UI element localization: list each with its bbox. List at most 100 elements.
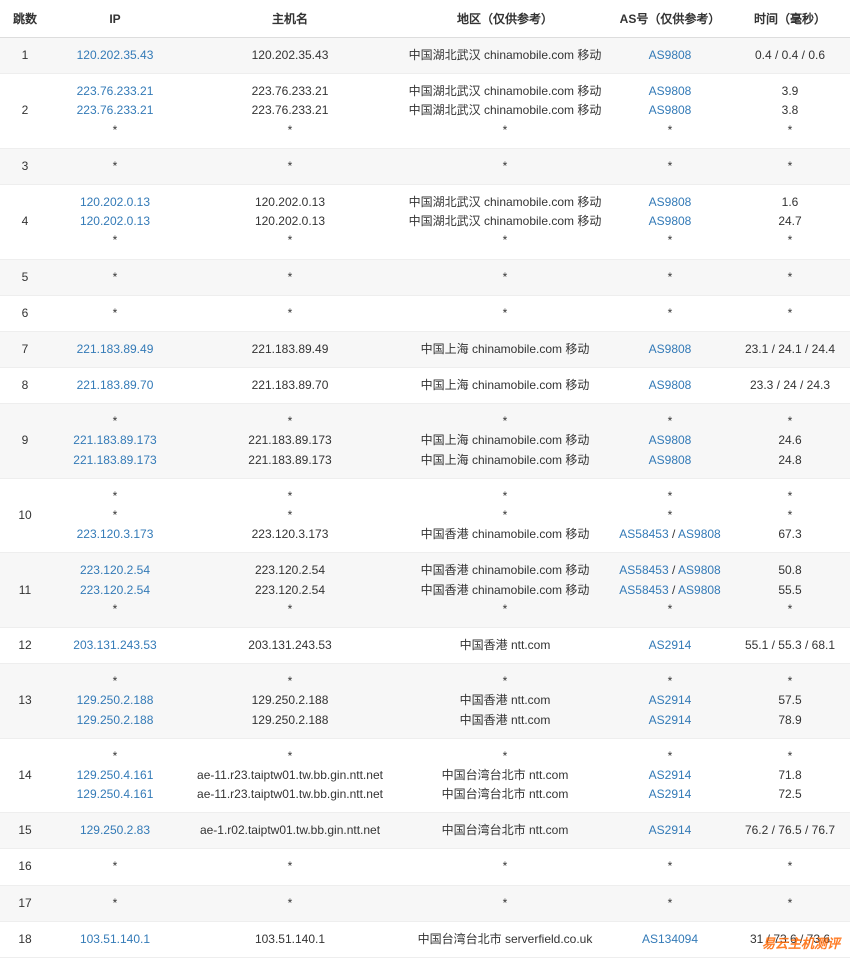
- as-link[interactable]: AS2914: [649, 823, 692, 837]
- host-text: ae-1.r02.taiptw01.tw.bb.gin.ntt.net: [200, 823, 380, 837]
- table-row: 11223.120.2.54223.120.2.54*223.120.2.542…: [0, 553, 850, 628]
- hop-cell: 15: [0, 813, 50, 849]
- ip-link[interactable]: 120.202.0.13: [80, 214, 150, 228]
- host-text: 120.202.0.13: [255, 195, 325, 209]
- as-text: *: [668, 414, 673, 428]
- as-cell: * AS9808 AS9808: [610, 404, 730, 479]
- as-link[interactable]: AS9808: [678, 527, 721, 541]
- as-link[interactable]: AS9808: [649, 453, 692, 467]
- as-cell: AS9808AS9808*: [610, 74, 730, 149]
- ip-link[interactable]: 223.120.3.173: [77, 527, 154, 541]
- as-link[interactable]: AS58453: [619, 583, 668, 597]
- host-cell: 223.120.2.54223.120.2.54*: [180, 553, 400, 628]
- as-link[interactable]: AS9808: [649, 84, 692, 98]
- header-region: 地区（仅供参考）: [400, 0, 610, 38]
- time-text: *: [788, 306, 793, 320]
- table-row: 1120.202.35.43120.202.35.43中国湖北武汉 chinam…: [0, 38, 850, 74]
- ip-link[interactable]: 129.250.2.83: [80, 823, 150, 837]
- host-cell: *: [180, 295, 400, 331]
- ip-link[interactable]: 203.131.243.53: [73, 638, 156, 652]
- time-text: *: [788, 159, 793, 173]
- ip-link[interactable]: 129.250.4.161: [77, 787, 154, 801]
- table-row: 4120.202.0.13120.202.0.13*120.202.0.1312…: [0, 184, 850, 259]
- as-link[interactable]: AS58453: [619, 563, 668, 577]
- host-text: *: [288, 602, 293, 616]
- as-link[interactable]: AS9808: [649, 342, 692, 356]
- as-link[interactable]: AS2914: [649, 638, 692, 652]
- ip-link[interactable]: 221.183.89.173: [73, 433, 156, 447]
- as-link[interactable]: AS9808: [678, 583, 721, 597]
- time-cell: 1.624.7*: [730, 184, 850, 259]
- as-link[interactable]: AS9808: [678, 563, 721, 577]
- host-text: *: [288, 270, 293, 284]
- as-link[interactable]: AS58453: [619, 527, 668, 541]
- host-text: 221.183.89.173: [248, 453, 331, 467]
- as-link[interactable]: AS9808: [649, 103, 692, 117]
- ip-link[interactable]: 221.183.89.49: [77, 342, 154, 356]
- ip-link[interactable]: 129.250.2.188: [77, 713, 154, 727]
- time-text: 23.1 / 24.1 / 24.4: [745, 342, 835, 356]
- time-text: 55.5: [778, 583, 801, 597]
- region-cell: 中国湖北武汉 chinamobile.com 移动中国湖北武汉 chinamob…: [400, 74, 610, 149]
- ip-link[interactable]: 129.250.4.161: [77, 768, 154, 782]
- region-cell: **中国香港 chinamobile.com 移动: [400, 478, 610, 553]
- ip-star: *: [113, 414, 118, 428]
- as-link[interactable]: AS2914: [649, 787, 692, 801]
- hop-cell: 4: [0, 184, 50, 259]
- region-text: *: [503, 123, 508, 137]
- region-cell: *: [400, 849, 610, 885]
- time-cell: *24.624.8: [730, 404, 850, 479]
- time-cell: *: [730, 885, 850, 921]
- ip-star: *: [113, 159, 118, 173]
- as-text: *: [668, 270, 673, 284]
- as-link[interactable]: AS2914: [649, 768, 692, 782]
- time-text: *: [788, 602, 793, 616]
- table-row: 18103.51.140.1103.51.140.1中国台湾台北市 server…: [0, 921, 850, 957]
- time-text: *: [788, 123, 793, 137]
- ip-link[interactable]: 120.202.35.43: [77, 48, 154, 62]
- as-text: /: [669, 583, 678, 597]
- host-cell: *ae-11.r23.taiptw01.tw.bb.gin.ntt.netae-…: [180, 738, 400, 813]
- as-link[interactable]: AS9808: [649, 433, 692, 447]
- as-link[interactable]: AS2914: [649, 713, 692, 727]
- ip-cell: 120.202.0.13120.202.0.13*: [50, 184, 180, 259]
- ip-link[interactable]: 103.51.140.1: [80, 932, 150, 946]
- as-link[interactable]: AS9808: [649, 378, 692, 392]
- as-cell: AS9808AS9808*: [610, 184, 730, 259]
- as-link[interactable]: AS9808: [649, 48, 692, 62]
- header-as: AS号（仅供参考）: [610, 0, 730, 38]
- as-link[interactable]: AS2914: [649, 693, 692, 707]
- ip-cell: 120.202.35.43: [50, 38, 180, 74]
- ip-link[interactable]: 223.76.233.21: [77, 84, 154, 98]
- as-link[interactable]: AS9808: [649, 195, 692, 209]
- ip-link[interactable]: 120.202.0.13: [80, 195, 150, 209]
- host-text: 129.250.2.188: [252, 693, 329, 707]
- ip-link[interactable]: 223.120.2.54: [80, 583, 150, 597]
- time-text: 31 / 73.6 / 73.6: [750, 932, 830, 946]
- as-link[interactable]: AS9808: [649, 214, 692, 228]
- host-text: *: [288, 674, 293, 688]
- host-cell: 221.183.89.70: [180, 368, 400, 404]
- region-cell: 中国台湾台北市 serverfield.co.uk: [400, 921, 610, 957]
- header-hostname: 主机名: [180, 0, 400, 38]
- as-cell: AS58453 / AS9808AS58453 / AS9808*: [610, 553, 730, 628]
- ip-link[interactable]: 221.183.89.70: [77, 378, 154, 392]
- time-cell: *: [730, 148, 850, 184]
- time-cell: 23.1 / 24.1 / 24.4: [730, 331, 850, 367]
- ip-link[interactable]: 223.76.233.21: [77, 103, 154, 117]
- host-text: *: [288, 489, 293, 503]
- as-text: *: [668, 159, 673, 173]
- as-text: /: [669, 563, 678, 577]
- ip-link[interactable]: 129.250.2.188: [77, 693, 154, 707]
- host-text: 221.183.89.49: [252, 342, 329, 356]
- ip-link[interactable]: 223.120.2.54: [80, 563, 150, 577]
- host-text: 120.202.35.43: [252, 48, 329, 62]
- host-cell: 223.76.233.21223.76.233.21*: [180, 74, 400, 149]
- table-header: 跳数 IP 主机名 地区（仅供参考） AS号（仅供参考） 时间（毫秒）: [0, 0, 850, 38]
- as-cell: **AS58453 / AS9808: [610, 478, 730, 553]
- as-link[interactable]: AS134094: [642, 932, 698, 946]
- ip-link[interactable]: 221.183.89.173: [73, 453, 156, 467]
- host-text: 223.120.2.54: [255, 583, 325, 597]
- as-cell: AS2914: [610, 627, 730, 663]
- host-text: *: [288, 123, 293, 137]
